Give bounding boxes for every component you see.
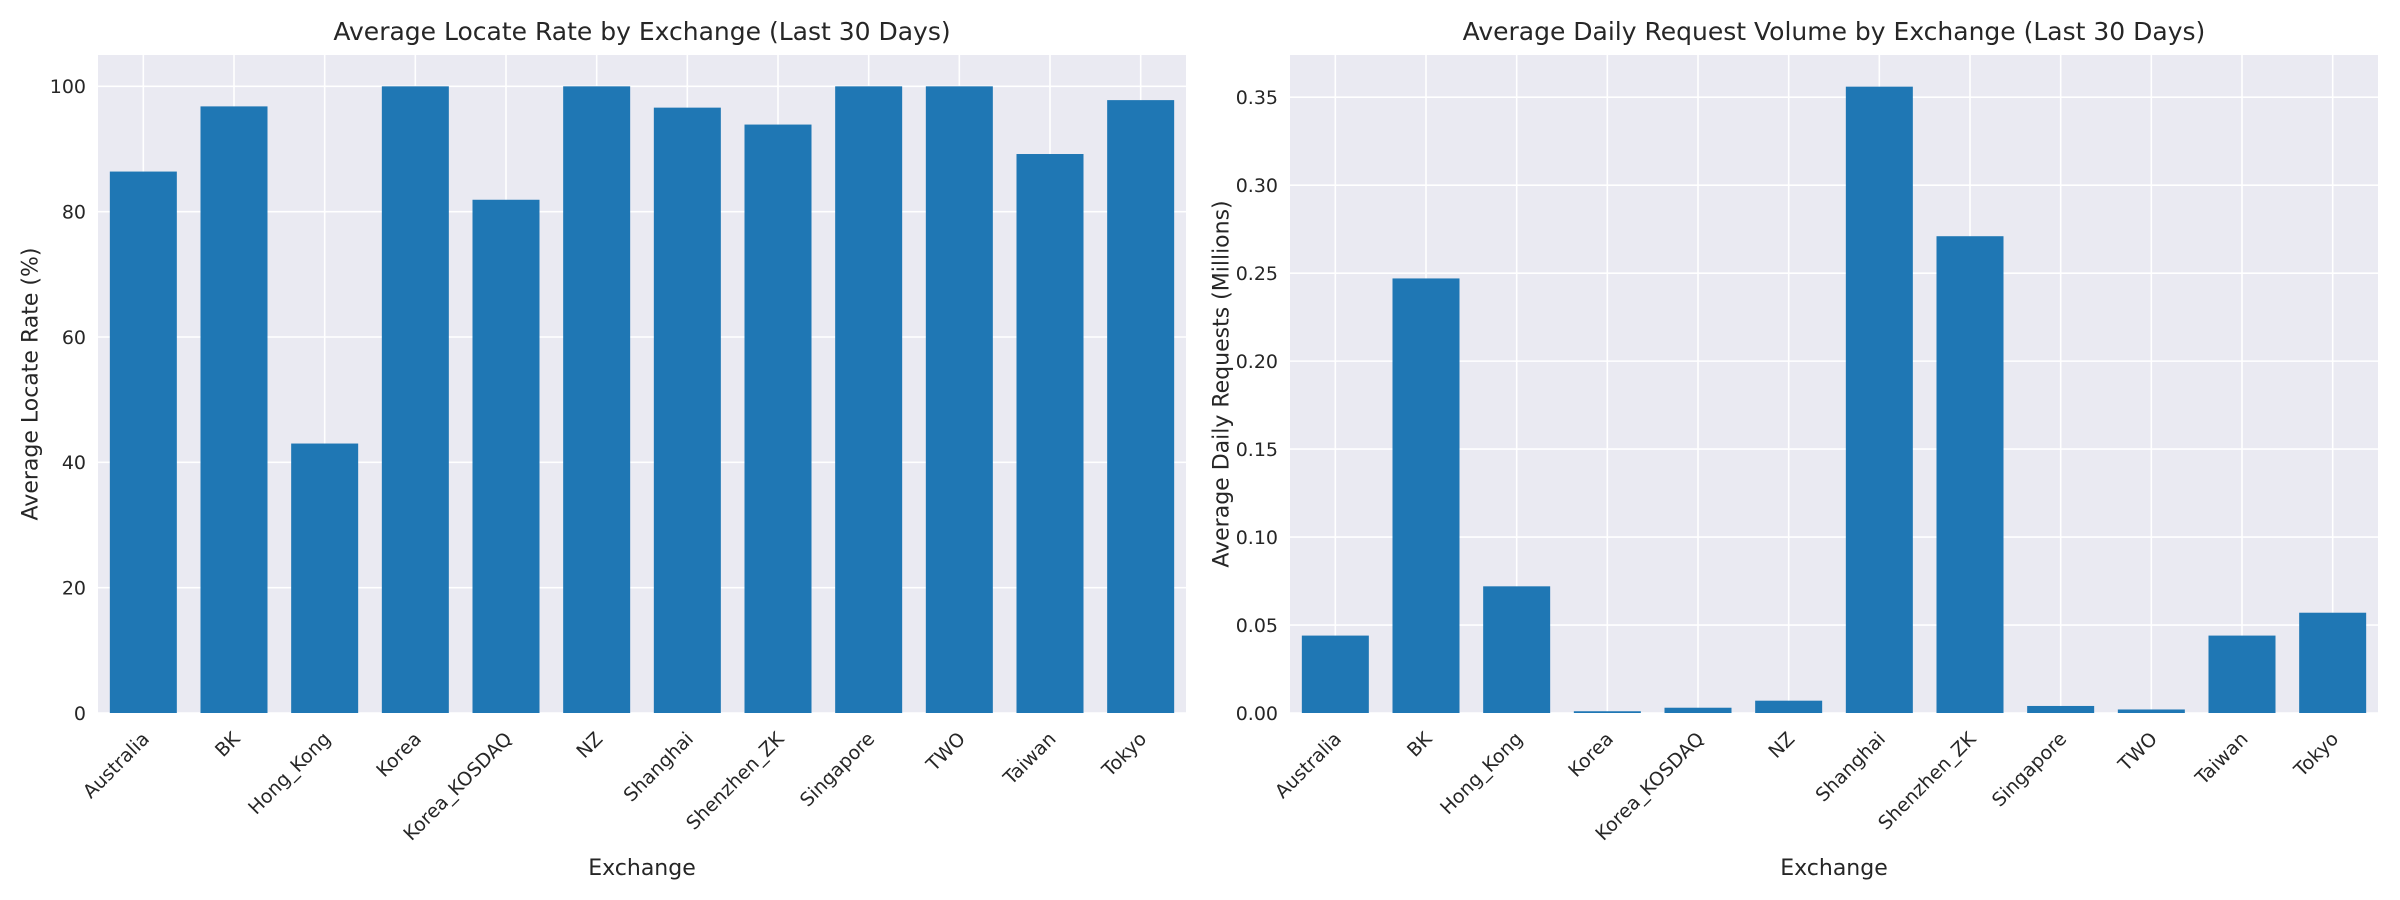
bar-Taiwan: [1016, 154, 1084, 714]
x-tick-label-Singapore: Singapore: [796, 728, 879, 811]
bar-Tokyo: [2299, 612, 2367, 713]
plot-area: [1290, 55, 2378, 713]
x-tick-label-Singapore: Singapore: [1988, 728, 2071, 811]
x-tick-label-TWO: TWO: [2114, 728, 2162, 776]
bar-Shanghai: [653, 107, 721, 713]
bar-Taiwan: [2208, 635, 2276, 713]
bar-Tokyo: [1107, 100, 1175, 714]
y-tick-label: 0.30: [1236, 175, 1278, 197]
x-tick-label-Australia: Australia: [79, 728, 154, 803]
x-tick-label-Hong_Kong: Hong_Kong: [244, 728, 335, 819]
right-chart-x-axis-label: Exchange: [1780, 856, 1888, 881]
x-tick-label-Australia: Australia: [1271, 728, 1346, 803]
y-tick-label: 0: [74, 703, 86, 725]
bar-Australia: [1301, 635, 1369, 713]
y-tick-label: 0.10: [1236, 527, 1278, 549]
x-tick-label-Korea: Korea: [1564, 728, 1618, 782]
bar-Korea: [1573, 711, 1641, 713]
x-tick-label-Taiwan: Taiwan: [999, 728, 1061, 790]
x-tick-label-BK: BK: [1403, 728, 1437, 762]
x-tick-label-Tokyo: Tokyo: [2289, 728, 2343, 782]
right-chart-y-axis-label: Average Daily Requests (Millions): [1209, 200, 1235, 568]
plot-area: [98, 55, 1186, 713]
left-chart-x-axis-label: Exchange: [588, 856, 696, 881]
bar-Shenzhen_ZK: [1936, 236, 2004, 713]
left-chart-y-axis-label: Average Locate Rate (%): [18, 247, 44, 521]
bar-Hong_Kong: [291, 443, 359, 713]
left-chart-title: Average Locate Rate by Exchange (Last 30…: [333, 17, 951, 46]
bar-NZ: [563, 86, 631, 714]
chart-1: 0.00 0.05 0.10 0.15 0.20 0.25 0.30 0.35 Australi…: [1236, 55, 2378, 845]
bar-Hong_Kong: [1483, 586, 1551, 713]
y-tick-label: 80: [62, 202, 86, 224]
bar-Korea: [381, 86, 449, 714]
bar-BK: [1392, 278, 1460, 713]
bar-BK: [200, 106, 268, 714]
bar-Australia: [109, 171, 177, 713]
y-tick-label: 0.35: [1236, 87, 1278, 109]
y-tick-label: 0.25: [1236, 263, 1278, 285]
x-tick-label-Shanghai: Shanghai: [1812, 728, 1890, 806]
x-tick-label-Korea: Korea: [372, 728, 426, 782]
bar-Singapore: [835, 86, 903, 714]
right-chart-title: Average Daily Request Volume by Exchange…: [1462, 17, 2206, 46]
bar-Singapore: [2027, 705, 2095, 713]
x-tick-label-BK: BK: [211, 728, 245, 762]
x-tick-label-Hong_Kong: Hong_Kong: [1436, 728, 1527, 819]
y-tick-label: 60: [62, 327, 86, 349]
x-tick-label-Shenzhen_ZK: Shenzhen_ZK: [1874, 728, 1981, 835]
x-tick-label-NZ: NZ: [1764, 728, 1799, 763]
y-tick-label: 20: [62, 578, 86, 600]
y-tick-label: 0.20: [1236, 351, 1278, 373]
x-tick-label-TWO: TWO: [922, 728, 970, 776]
x-tick-label-Shenzhen_ZK: Shenzhen_ZK: [682, 728, 789, 835]
bar-Korea_KOSDAQ: [472, 199, 540, 713]
y-tick-label: 100: [50, 76, 86, 98]
y-tick-label: 40: [62, 452, 86, 474]
y-tick-label: 0.05: [1236, 615, 1278, 637]
bar-TWO: [925, 86, 993, 714]
bar-Shenzhen_ZK: [744, 124, 812, 713]
bar-TWO: [2117, 709, 2185, 713]
bar-Shanghai: [1845, 86, 1913, 713]
x-tick-label-Shanghai: Shanghai: [620, 728, 698, 806]
bar-NZ: [1755, 700, 1823, 713]
y-tick-label: 0.15: [1236, 439, 1278, 461]
bar-Korea_KOSDAQ: [1664, 707, 1732, 713]
x-tick-label-NZ: NZ: [572, 728, 607, 763]
x-tick-label-Tokyo: Tokyo: [1097, 728, 1151, 782]
x-tick-label-Taiwan: Taiwan: [2191, 728, 2253, 790]
y-tick-label: 0.00: [1236, 703, 1278, 725]
